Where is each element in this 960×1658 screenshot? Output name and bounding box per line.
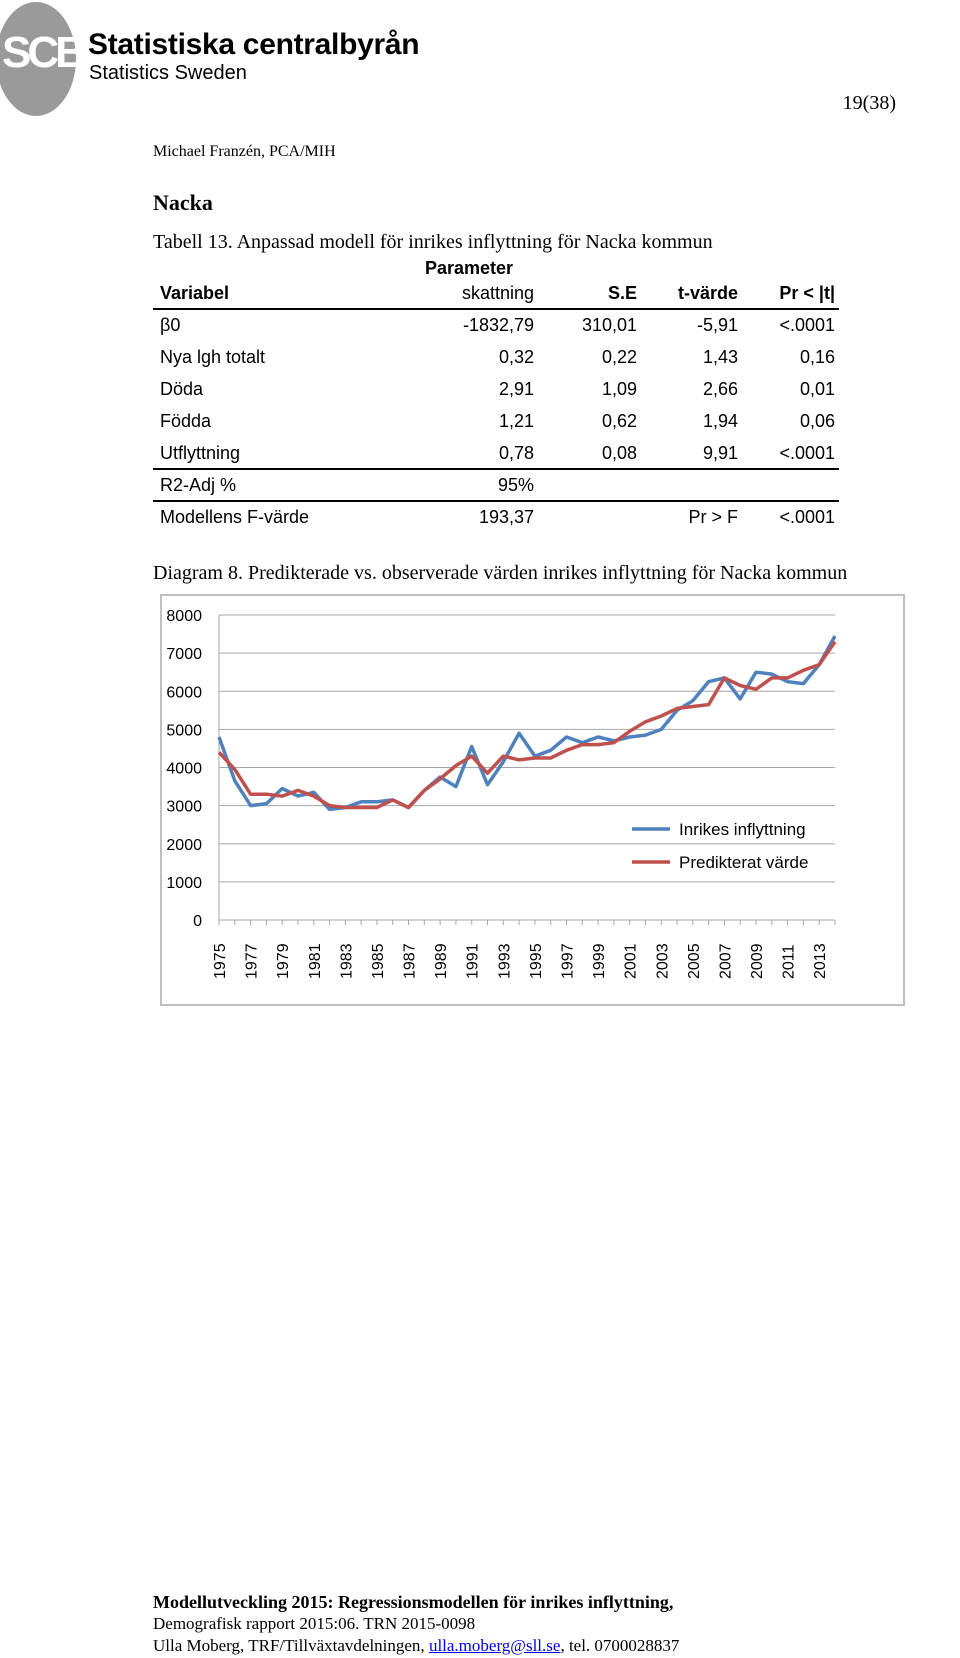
x-tick-label: 2005 <box>686 943 703 979</box>
header-estimate: skattning <box>461 283 534 303</box>
y-tick-label: 2000 <box>166 837 202 854</box>
footer-email-link[interactable]: ulla.moberg@sll.se <box>428 1636 561 1655</box>
x-tick-label: 2003 <box>654 943 671 979</box>
table-caption: Tabell 13. Anpassad modell för inrikes i… <box>153 231 713 253</box>
page-number: 19(38) <box>842 92 896 114</box>
r2-label: R2-Adj % <box>160 475 237 495</box>
x-tick-label: 2009 <box>749 943 766 979</box>
x-tick-label: 1995 <box>528 943 545 979</box>
x-tick-label: 1985 <box>370 943 387 979</box>
footer-contact-prefix: Ulla Moberg, TRF/Tillväxtavdelningen, <box>153 1636 429 1655</box>
x-tick-label: 2007 <box>717 943 734 979</box>
x-tick-label: 1977 <box>244 943 261 979</box>
legend-label-1: Inrikes inflyttning <box>679 820 806 839</box>
cell-estimate: -1832,79 <box>462 315 534 335</box>
org-name-en: Statistics Sweden <box>89 62 247 84</box>
cell-p: <.0001 <box>779 315 835 335</box>
y-tick-label: 8000 <box>166 608 202 625</box>
x-tick-label: 2013 <box>812 943 829 979</box>
header-se: S.E <box>607 283 637 303</box>
x-tick-label: 1991 <box>465 943 482 979</box>
cell-t: 1,43 <box>702 347 738 367</box>
series-line-1 <box>217 635 837 812</box>
x-tick-label: 1981 <box>307 943 324 979</box>
x-tick-label: 1989 <box>433 943 450 979</box>
author: Michael Franzén, PCA/MIH <box>153 143 336 160</box>
table-row: Nya lgh totalt 0,32 0,22 1,43 0,16 <box>153 342 839 374</box>
cell-variable: Utflyttning <box>160 443 241 463</box>
r2-value: 95% <box>497 475 534 495</box>
cell-t: 9,91 <box>702 443 738 463</box>
table-row: Födda 1,21 0,62 1,94 0,06 <box>153 406 839 438</box>
table-header-row: Parameter Variabel skattning S.E t-värde… <box>153 258 839 310</box>
scb-logo: SCB Statistiska centralbyrån Statistics … <box>0 0 460 118</box>
x-tick-label: 1983 <box>338 943 355 979</box>
f-value: 193,37 <box>478 507 534 527</box>
cell-t: 1,94 <box>702 411 738 431</box>
section-title: Nacka <box>153 190 213 215</box>
table-row: β0 -1832,79 310,01 -5,91 <.0001 <box>153 310 839 342</box>
header-t: t-värde <box>677 283 738 303</box>
footer-report: Demografisk rapport 2015:06. TRN 2015-00… <box>153 1614 476 1633</box>
f-p-label: Pr > F <box>688 507 738 527</box>
cell-p: <.0001 <box>779 443 835 463</box>
cell-estimate: 1,21 <box>498 411 534 431</box>
f-p-value: <.0001 <box>779 507 835 527</box>
footer-contact: Ulla Moberg, TRF/Tillväxtavdelningen, ul… <box>153 1636 679 1656</box>
y-tick-label: 1000 <box>166 875 202 892</box>
cell-se: 0,22 <box>601 347 637 367</box>
footer-contact-suffix: , tel. 0700028837 <box>560 1636 680 1655</box>
cell-p: 0,06 <box>799 411 835 431</box>
cell-se: 1,09 <box>601 379 637 399</box>
cell-variable: Döda <box>160 379 204 399</box>
x-tick-label: 1979 <box>275 943 292 979</box>
x-tick-label: 2011 <box>781 944 798 979</box>
f-label: Modellens F-värde <box>160 507 310 527</box>
y-tick-label: 7000 <box>166 646 202 663</box>
cell-estimate: 0,32 <box>498 347 534 367</box>
y-tick-label: 5000 <box>166 722 202 739</box>
x-tick-label: 1987 <box>402 943 419 979</box>
line-chart: 0 1000 2000 3000 4000 5000 6000 7000 8000 1975 197… <box>160 594 905 1006</box>
chart-caption: Diagram 8. Predikterade vs. observerade … <box>153 562 848 584</box>
table-row: Utflyttning 0,78 0,08 9,91 <.0001 <box>153 438 839 470</box>
y-tick-label: 3000 <box>166 799 202 816</box>
legend-label-2: Predikterat värde <box>679 853 808 872</box>
cell-variable: β0 <box>160 315 181 335</box>
cell-t: 2,66 <box>702 379 738 399</box>
cell-t: -5,91 <box>696 315 738 335</box>
x-tick-label: 1993 <box>496 943 513 979</box>
cell-se: 310,01 <box>581 315 637 335</box>
series-line-2 <box>217 640 837 810</box>
cell-p: 0,01 <box>799 379 835 399</box>
header-p: Pr < |t| <box>779 283 835 303</box>
org-name: Statistiska centralbyrån <box>88 28 420 61</box>
x-tick-label: 1975 <box>212 943 229 979</box>
table-row-f: Modellens F-värde 193,37 Pr > F <.0001 <box>153 502 839 534</box>
header-parameter: Parameter <box>425 258 514 278</box>
y-tick-label: 6000 <box>166 684 202 701</box>
x-tick-label: 2001 <box>623 943 640 979</box>
x-tick-label: 1999 <box>591 943 608 979</box>
cell-estimate: 0,78 <box>498 443 534 463</box>
cell-se: 0,08 <box>601 443 637 463</box>
line-chart-svg: 0 1000 2000 3000 4000 5000 6000 7000 8000 1975 197… <box>166 608 837 979</box>
scb-logo-mark: SCB <box>0 2 76 116</box>
header-variable: Variabel <box>160 283 230 303</box>
x-tick-label: 1997 <box>559 943 576 979</box>
table-row-r2: R2-Adj % 95% <box>153 470 839 502</box>
cell-variable: Födda <box>160 411 212 431</box>
cell-estimate: 2,91 <box>498 379 534 399</box>
cell-se: 0,62 <box>601 411 637 431</box>
cell-variable: Nya lgh totalt <box>160 347 266 367</box>
scb-logo-mark-text: SCB <box>2 28 76 77</box>
y-tick-label: 0 <box>193 913 202 930</box>
y-tick-label: 4000 <box>166 761 202 778</box>
model-table: Parameter Variabel skattning S.E t-värde… <box>153 258 839 534</box>
cell-p: 0,16 <box>799 347 835 367</box>
table-row: Döda 2,91 1,09 2,66 0,01 <box>153 374 839 406</box>
footer-title: Modellutveckling 2015: Regressionsmodell… <box>153 1592 674 1612</box>
